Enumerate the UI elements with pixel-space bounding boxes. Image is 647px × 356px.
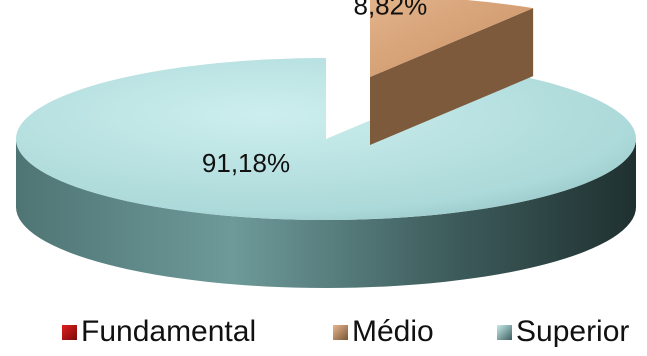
pie-slice-superior [16,58,637,288]
pie-slice-top [370,0,534,77]
legend-item-fundamental: Fundamental [62,312,256,352]
data-label-superior: 91,18% [202,148,290,178]
pie-slice-cut [370,8,534,146]
legend-item-medio: Médio [333,312,434,352]
data-label-mdio: 8,82% [353,0,427,21]
legend-swatch-fundamental [62,324,77,340]
pie-slice-mdio [370,0,534,146]
legend-label: Médio [352,315,434,348]
legend-swatch-medio [333,324,348,340]
legend: Fundamental Médio Superior [0,312,647,352]
legend-label: Fundamental [81,315,257,348]
legend-item-superior: Superior [497,312,629,352]
pie-slice-top [16,58,637,221]
pie-slice-side [16,139,636,288]
legend-label: Superior [516,315,630,348]
legend-swatch-superior [497,324,512,340]
